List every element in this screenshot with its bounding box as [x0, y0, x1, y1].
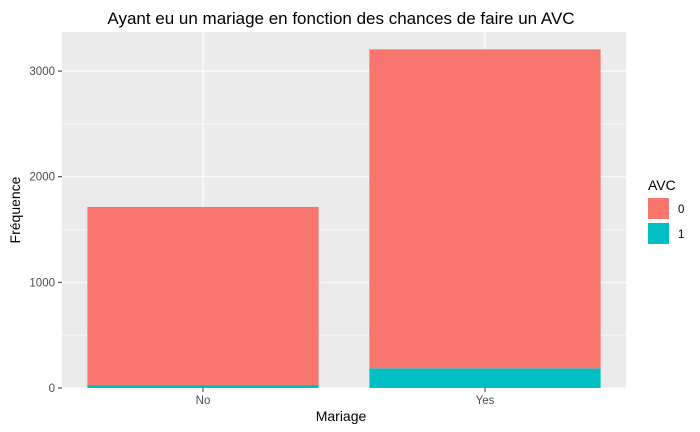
x-tick-label: No [196, 395, 211, 407]
y-axis-title: Fréquence [7, 176, 23, 243]
x-tick-label: Yes [476, 395, 495, 407]
y-tick-label: 1000 [29, 277, 55, 289]
legend: AVC 0 1 [648, 177, 684, 244]
y-axis-ticks: 0 1000 2000 3000 [29, 66, 62, 395]
bar-no-avc-0 [87, 206, 319, 385]
chart-title: Ayant eu un mariage en fonction des chan… [107, 9, 574, 28]
bar-no-avc-1 [87, 384, 319, 388]
legend-key-0 [648, 198, 669, 219]
legend-label-0: 0 [678, 204, 684, 216]
bars [87, 49, 601, 388]
x-axis-title: Mariage [316, 408, 367, 424]
bar-yes-avc-1 [369, 368, 601, 388]
y-tick-label: 0 [49, 383, 55, 395]
x-axis-ticks: No Yes [196, 388, 495, 407]
legend-key-1 [648, 223, 669, 244]
y-tick-label: 2000 [29, 172, 55, 184]
legend-title: AVC [648, 177, 676, 193]
y-tick-label: 3000 [29, 66, 55, 78]
legend-label-1: 1 [678, 229, 684, 241]
bar-yes-avc-0 [369, 49, 601, 369]
